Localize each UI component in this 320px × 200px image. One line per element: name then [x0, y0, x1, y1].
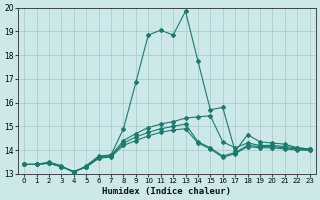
- X-axis label: Humidex (Indice chaleur): Humidex (Indice chaleur): [102, 187, 231, 196]
